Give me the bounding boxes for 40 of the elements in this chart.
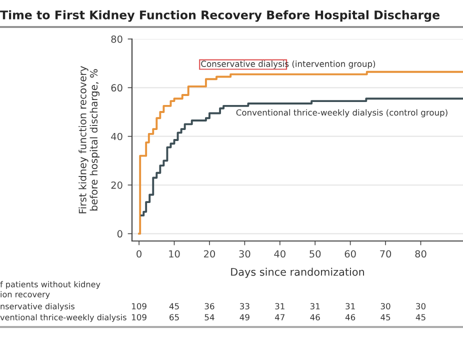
text: ventional thrice-weekly dialysis — [0, 314, 126, 322]
y-tick-label: 60 — [111, 84, 122, 92]
text: 54 — [204, 314, 214, 320]
text: nservative dialysis — [0, 303, 74, 311]
text: 49 — [240, 314, 250, 320]
y-axis-title: First kidney function recovery before hospital discharge, % — [78, 66, 100, 214]
text: 45 — [380, 314, 390, 320]
text: 45 — [169, 303, 179, 310]
chart-title: Time to First Kidney Function Recovery Before Hospital Discharge — [0, 10, 440, 22]
text: 30 — [416, 303, 426, 310]
text: 31 — [346, 303, 355, 310]
x-tick-label: 70 — [380, 250, 392, 258]
x-tick-label: 30 — [239, 250, 250, 258]
text: 109 — [132, 303, 146, 310]
text: 30 — [380, 303, 390, 310]
series-label: Conventional thrice-weekly dialysis (control group) — [236, 109, 448, 118]
text: 47 — [275, 314, 284, 320]
text: 45 — [416, 314, 426, 320]
x-tick-label: 60 — [344, 250, 356, 258]
text: 36 — [204, 303, 214, 310]
x-tick-label: 10 — [169, 250, 180, 258]
y-tick-label: 0 — [117, 230, 122, 238]
text: 31 — [310, 303, 320, 310]
text: 31 — [275, 303, 284, 310]
x-tick-label: 40 — [274, 250, 286, 258]
x-axis-title: Days since randomization — [231, 268, 364, 278]
x-tick-label: 20 — [204, 250, 216, 258]
text: f patients without kidney — [0, 281, 100, 289]
text: 46 — [310, 314, 320, 320]
text: 33 — [240, 303, 250, 310]
text: ion recovery — [0, 291, 50, 299]
x-tick-label: 0 — [136, 250, 142, 258]
text: 65 — [170, 314, 179, 320]
x-tick-label: 80 — [415, 250, 426, 258]
y-tick-label: 80 — [111, 35, 122, 43]
text: 109 — [132, 314, 146, 320]
y-tick-label: 40 — [111, 132, 122, 140]
text: 46 — [345, 314, 356, 320]
y-tick-label: 20 — [111, 182, 122, 189]
x-tick-label: 50 — [310, 250, 321, 258]
